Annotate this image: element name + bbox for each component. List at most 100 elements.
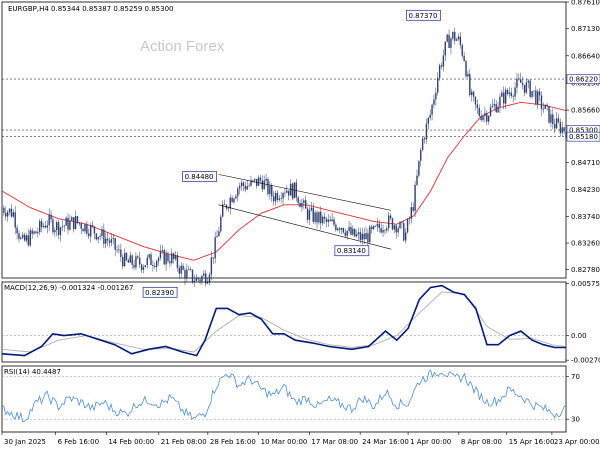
price-y-tick-label: 0.83740 xyxy=(571,213,600,221)
candle-body xyxy=(282,193,284,199)
candle-body xyxy=(520,79,522,83)
candle-body xyxy=(18,233,20,239)
candle-body xyxy=(233,198,235,203)
level-label-box xyxy=(566,131,600,142)
candle-body xyxy=(101,229,103,236)
candle-body xyxy=(165,253,167,265)
candle-body xyxy=(286,190,288,193)
candle-body xyxy=(54,229,56,233)
candle-body xyxy=(461,45,463,56)
annotation-box xyxy=(142,286,178,298)
candle-body xyxy=(284,192,286,194)
candle-body xyxy=(533,90,535,92)
candle-body xyxy=(146,257,148,266)
candle-body xyxy=(561,127,563,134)
price-y-tick-label: 0.84710 xyxy=(571,159,600,167)
candle-body xyxy=(559,122,562,134)
candle-body xyxy=(363,233,365,240)
candle-body xyxy=(272,196,275,202)
x-tick-label: 23 Apr 00:00 xyxy=(554,438,600,446)
macd-frame xyxy=(1,281,567,363)
candle-body xyxy=(316,212,318,223)
level-label: 0.85300 xyxy=(569,127,598,135)
candle-body xyxy=(250,180,252,186)
candle-body xyxy=(325,218,328,222)
candle-body xyxy=(120,249,122,258)
candle-body xyxy=(340,228,343,230)
candle-body xyxy=(218,231,220,237)
candle-body xyxy=(557,118,560,123)
candle-body xyxy=(448,34,450,48)
candle-body xyxy=(397,228,399,233)
candle-body xyxy=(193,280,196,282)
candle-body xyxy=(386,228,388,231)
candle-body xyxy=(257,177,260,186)
candle-body xyxy=(42,225,45,227)
candle-body xyxy=(103,229,105,244)
candle-body xyxy=(169,261,171,264)
candle-body xyxy=(440,65,443,67)
candle-body xyxy=(31,230,33,234)
price-panel: 0.876100.871300.866400.861500.856600.851… xyxy=(1,0,600,298)
rsi-y-tick-label: 70 xyxy=(571,373,580,381)
candle-body xyxy=(25,235,28,241)
candle-body xyxy=(412,207,414,211)
candle-body xyxy=(23,234,26,241)
x-tick-label: 15 Apr 16:00 xyxy=(509,438,555,446)
candle-body xyxy=(299,202,301,208)
candle-body xyxy=(106,238,109,241)
candle-body xyxy=(350,227,352,235)
candle-body xyxy=(501,92,503,97)
candle-body xyxy=(199,279,201,282)
candle-body xyxy=(12,212,15,217)
candle-body xyxy=(114,238,116,250)
candle-body xyxy=(438,65,441,78)
candle-body xyxy=(331,219,333,222)
candle-body xyxy=(105,238,107,244)
price-y-tick-label: 0.82780 xyxy=(571,266,600,274)
candle-body xyxy=(46,225,48,228)
watermark: Action Forex xyxy=(140,38,225,55)
candle-body xyxy=(131,255,133,265)
candle-body xyxy=(312,207,314,222)
candle-body xyxy=(393,225,396,230)
candle-body xyxy=(478,107,480,116)
candle-body xyxy=(410,207,413,219)
candle-body xyxy=(493,104,496,106)
candle-body xyxy=(472,91,475,97)
candle-body xyxy=(457,36,460,40)
candle-body xyxy=(157,258,160,262)
candle-body xyxy=(416,175,418,185)
candle-body xyxy=(163,250,165,265)
candle-body xyxy=(301,202,303,208)
candle-body xyxy=(357,232,360,235)
candle-body xyxy=(486,113,488,122)
candle-body xyxy=(423,138,426,140)
candle-body xyxy=(22,234,24,238)
candle-body xyxy=(452,31,454,39)
candle-body xyxy=(335,224,337,231)
candle-body xyxy=(138,257,141,265)
annotation-box xyxy=(334,245,370,257)
candle-body xyxy=(195,277,197,281)
candle-body xyxy=(359,232,362,240)
x-tick-label: 6 Feb 16:00 xyxy=(58,438,99,446)
x-tick-label: 28 Feb 16:00 xyxy=(210,438,256,446)
candle-body xyxy=(20,237,22,239)
candle-body xyxy=(203,273,205,276)
candle-body xyxy=(238,186,241,189)
candle-body xyxy=(320,211,322,224)
candle-body xyxy=(310,207,313,211)
candle-body xyxy=(354,228,356,237)
candle-body xyxy=(129,255,131,263)
price-y-tick-label: 0.86640 xyxy=(571,52,600,60)
candle-body xyxy=(8,208,11,212)
candle-body xyxy=(267,178,269,195)
candle-body xyxy=(206,282,209,284)
candle-body xyxy=(469,73,471,95)
candle-body xyxy=(56,222,58,230)
candle-body xyxy=(231,197,233,203)
annotation-box xyxy=(406,9,441,21)
candle-body xyxy=(344,232,347,236)
candle-body xyxy=(454,31,456,41)
